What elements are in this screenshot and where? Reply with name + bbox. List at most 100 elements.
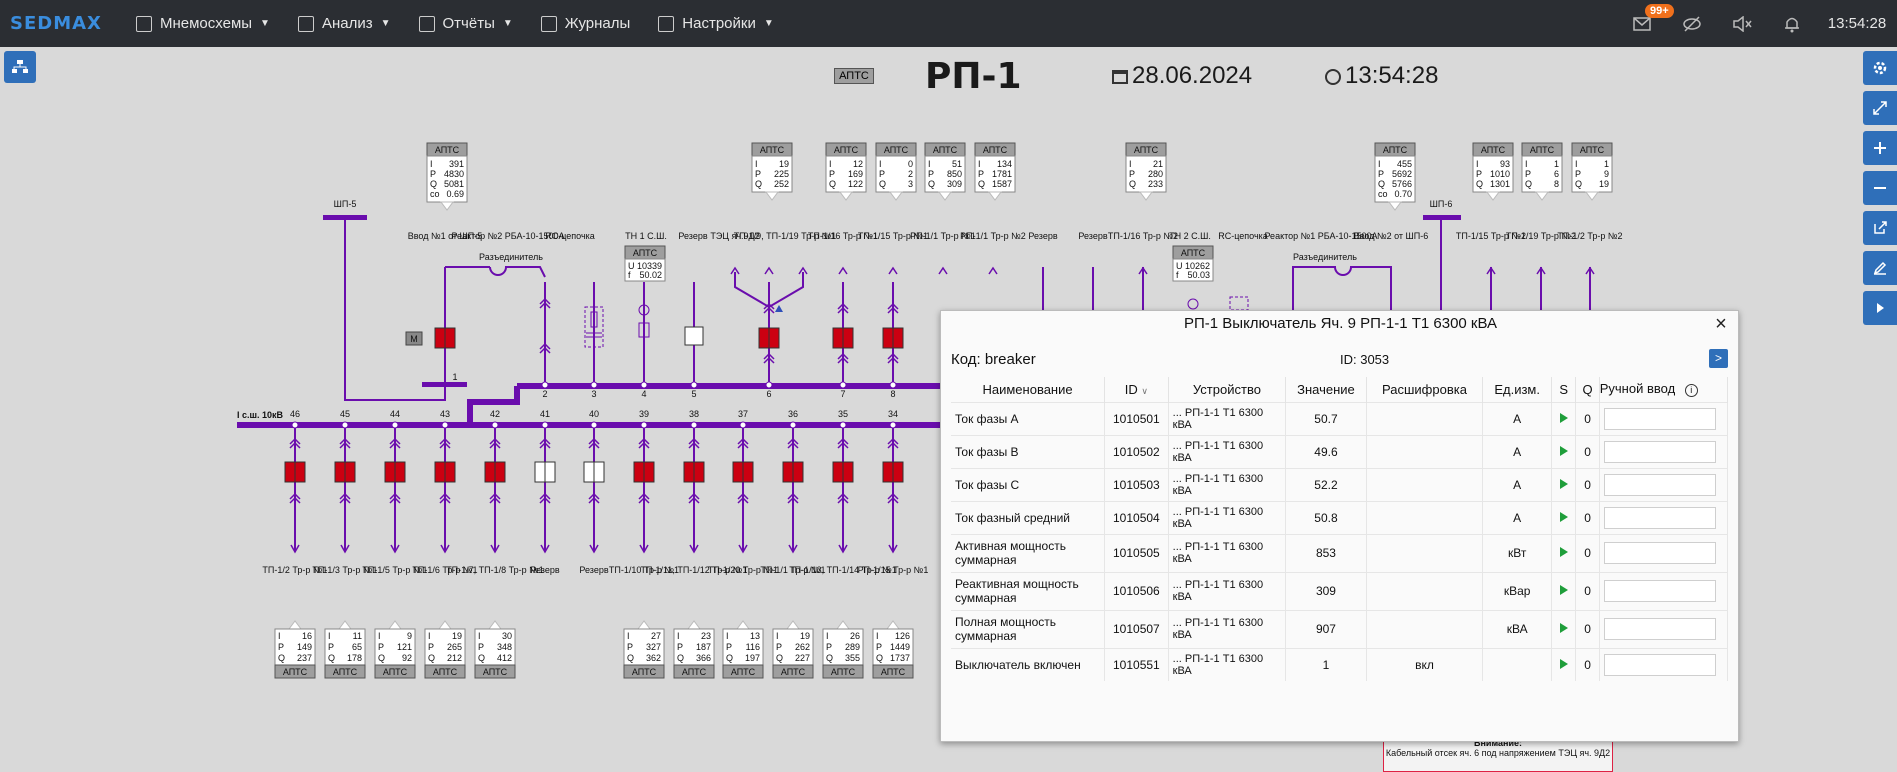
aptc-tag-label: АПТС [333,667,358,677]
feeder-bottom-label: ТП-1/3 Тр-р №1 [312,565,377,575]
table-row[interactable]: Активная мощность суммарная 1010505... РП… [951,533,1729,572]
col-value[interactable]: Значение [1285,377,1367,402]
zoom-in-icon[interactable] [1863,131,1897,165]
play-icon[interactable] [1559,547,1568,557]
meter-key: P [428,642,434,652]
eye-off-icon[interactable] [1667,0,1717,47]
chevron-down-icon: ▼ [260,18,270,29]
col-device[interactable]: Устройство [1168,377,1287,402]
play-icon[interactable] [1559,412,1568,423]
disconnector-plug [389,437,401,449]
table-row[interactable]: Полная мощность суммарная 1010507... РП-1… [951,609,1729,648]
busbar-section-1 [237,422,940,428]
meter-value-P: 65 [352,642,362,652]
manual-input[interactable] [1603,580,1716,602]
manual-input[interactable] [1603,618,1716,640]
col-manual[interactable]: Ручной ввод i [1599,377,1729,402]
scheme-tree-button[interactable] [4,51,36,83]
meter-key: P [1525,169,1531,179]
sound-off-icon[interactable] [1717,0,1767,47]
table-row[interactable]: Ток фазы B 1010502... РП-1-1 Т1 6300 кВА 4… [951,434,1729,468]
sort-chevron-icon[interactable]: ∨ [1141,385,1148,396]
meter-box [772,628,814,666]
row-q: 0 [1575,401,1600,435]
meter-key: Q [478,653,485,663]
meter-box [822,628,864,666]
split-feeder [734,272,804,309]
menu-item-2[interactable]: Отчёты ▼ [405,0,527,47]
manual-input[interactable] [1603,440,1716,463]
col-q[interactable]: Q [1575,377,1600,402]
disconnector-plug [638,492,650,504]
play-icon[interactable] [1559,658,1568,669]
table-row[interactable]: Ток фазный средний 1010504... РП-1-1 Т1 6… [951,500,1729,534]
menu-item-1[interactable]: Анализ ▼ [284,0,405,47]
table-row[interactable]: Ток фазы А 1010501... РП-1-1 Т1 6300 кВА 5… [951,401,1729,435]
row-device: ... РП-1-1 Т1 6300 кВА [1168,609,1287,648]
disconnector-plug [837,437,849,449]
row-name: Полная мощность суммарная [951,609,1106,648]
aptc-tag-label: АПТС [731,667,756,677]
mnemonic-icon [136,15,152,32]
col-s[interactable]: S [1551,377,1577,402]
bus-node [341,421,349,429]
close-icon[interactable]: × [1715,313,1727,335]
table-row[interactable]: Реактивная мощность суммарная 1010506... … [951,571,1729,610]
meter-key: P [430,169,436,179]
menu-item-4[interactable]: Настройки ▼ [644,0,787,47]
col-id[interactable]: ID ∨ [1104,377,1169,402]
row-value: 50.8 [1285,500,1367,534]
manual-input[interactable] [1603,653,1716,676]
play-icon[interactable] [1559,478,1568,489]
open-external-icon[interactable] [1863,211,1897,245]
col-unit[interactable]: Ед.изм. [1482,377,1553,402]
play-icon[interactable] [1559,623,1568,633]
col-name[interactable]: Наименование [951,377,1106,402]
manual-input[interactable] [1603,542,1716,564]
col-decode[interactable]: Расшифровка [1366,377,1484,402]
manual-input[interactable] [1603,473,1716,496]
meter-pointer [1535,191,1549,201]
meter-key: I [726,631,729,641]
play-icon[interactable] [1559,511,1568,522]
row-device: ... РП-1-1 Т1 6300 кВА [1168,647,1287,681]
meter-key: Q [726,653,733,663]
play-icon[interactable] [1863,291,1897,325]
bell-icon[interactable] [1767,0,1817,47]
meter-box [624,258,666,282]
play-icon[interactable] [1559,445,1568,456]
feeder-arrow [764,266,774,275]
meter-box [1172,258,1214,282]
meter-key: P [726,642,732,652]
aptc-tag [474,664,516,679]
aptc-tag-label: АПТС [834,145,859,155]
manual-input[interactable] [1603,506,1716,529]
meter-value-P: 280 [1148,169,1163,179]
menu-item-0[interactable]: Мнемосхемы ▼ [122,0,284,47]
play-icon[interactable] [1559,585,1568,595]
aptc-tag-label: АПТС [831,667,856,677]
meter-value-P: 5692 [1392,169,1412,179]
zoom-out-icon[interactable] [1863,171,1897,205]
meter-key: P [1129,169,1135,179]
meter-pointer [839,191,853,201]
edit-icon[interactable] [1863,251,1897,285]
mail-icon[interactable]: 99+ [1617,0,1674,47]
menu-item-3[interactable]: Журналы [527,0,645,47]
manual-input[interactable] [1603,407,1716,430]
expand-icon[interactable] [1863,91,1897,125]
meter-pointer [938,191,952,201]
table-row[interactable]: Ток фазы C 1010503... РП-1-1 Т1 6300 кВА 5… [951,467,1729,501]
meter-value-Q: 309 [947,179,962,189]
aptc-tag-label: АПТС [1134,145,1159,155]
disconnector-plug [837,492,849,504]
meter-pointer [1388,201,1402,211]
table-row[interactable]: Выключатель включен 1010551... РП-1-1 Т1 … [951,647,1729,681]
info-icon[interactable]: i [1684,384,1698,398]
disconnector-plug [539,342,551,354]
app-logo[interactable]: SEDMAX [10,13,102,34]
meter-key: Q [928,179,935,189]
next-button[interactable]: > [1709,349,1728,368]
row-s [1551,647,1577,681]
settings-tool-icon[interactable] [1863,51,1897,85]
